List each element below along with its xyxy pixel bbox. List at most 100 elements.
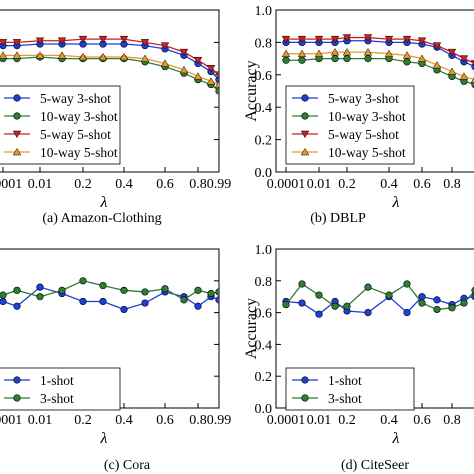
x-tick-label: 0.2 — [74, 413, 92, 428]
data-point — [194, 302, 202, 310]
legend-entry: 5-way 5-shot — [328, 127, 399, 142]
y-tick-label: 0.2 — [255, 370, 273, 385]
data-point — [119, 35, 129, 44]
data-point — [331, 302, 339, 310]
data-point — [140, 54, 150, 62]
data-point — [194, 286, 202, 294]
data-point — [12, 39, 22, 47]
legend-entry: 10-way 5-shot — [328, 145, 406, 160]
data-point — [206, 65, 216, 73]
legend-entry: 1-shot — [40, 373, 74, 388]
x-axis-label: λ — [392, 430, 400, 447]
x-tick-label: 0.8 — [189, 413, 207, 428]
data-point — [330, 48, 340, 56]
data-point — [471, 293, 474, 301]
data-point — [364, 309, 372, 317]
y-tick-label: 0.6 — [255, 307, 273, 322]
panel-caption: (b) DBLP — [310, 211, 366, 226]
series-line-2 — [285, 283, 474, 311]
data-point — [13, 286, 21, 294]
legend-marker — [300, 147, 310, 156]
data-point — [58, 286, 66, 294]
data-point — [364, 54, 372, 63]
data-point — [179, 48, 189, 57]
legend-marker — [301, 394, 309, 402]
data-point — [215, 87, 219, 95]
data-point — [57, 51, 67, 59]
x-tick-label: 0.6 — [413, 177, 431, 192]
legend-marker — [13, 394, 21, 402]
y-tick-label: 1.0 — [255, 243, 273, 258]
data-point — [364, 283, 372, 291]
legend-marker — [300, 130, 310, 139]
data-point — [403, 58, 411, 66]
data-point — [385, 291, 393, 299]
data-point — [98, 52, 108, 61]
x-tick-label: 0.2 — [338, 413, 356, 428]
legend-marker — [12, 130, 22, 139]
data-point — [471, 63, 474, 71]
panel-caption: (c) Cora — [104, 458, 151, 473]
data-point — [141, 299, 149, 307]
data-point — [79, 297, 87, 306]
data-point — [282, 56, 290, 64]
chart-panel-1: 0.0001 0.01 0.2 0.4 0.6 0.80.99 λ 5-way 3-shot 1… — [0, 9, 231, 226]
data-point — [281, 49, 291, 57]
x-tick-label: 0.4 — [380, 177, 398, 192]
data-point — [141, 288, 149, 296]
data-point — [471, 81, 474, 88]
data-point — [119, 52, 129, 61]
data-point — [180, 296, 188, 304]
x-tick-label: 0.8 — [443, 413, 461, 428]
data-point — [363, 48, 373, 56]
y-tick-label: 0.8 — [255, 36, 273, 51]
y-tick-label: 0.6 — [255, 69, 273, 84]
data-point — [470, 77, 474, 83]
data-point — [160, 42, 170, 50]
data-point — [12, 51, 22, 59]
legend-entry: 10-way 3-shot — [328, 109, 406, 124]
data-point — [459, 72, 469, 80]
data-point — [36, 293, 44, 301]
legend-entry: 5-way 3-shot — [328, 91, 399, 106]
data-point — [314, 35, 324, 44]
chart-panel-3: 0.0001 0.01 0.2 0.4 0.6 0.80.99 λ 1-shot 3-shot (… — [0, 248, 231, 473]
x-tick-label: 0.01 — [28, 413, 53, 428]
data-point — [36, 283, 44, 291]
data-point — [57, 37, 67, 45]
data-point — [384, 49, 394, 57]
data-point — [470, 60, 474, 66]
data-point — [448, 304, 456, 312]
legend-entry: 1-shot — [328, 373, 362, 388]
data-point — [298, 56, 306, 64]
legend-entry: 5-way 3-shot — [40, 91, 111, 106]
x-tick-label: 0.6 — [156, 177, 174, 192]
data-point — [179, 65, 189, 74]
x-tick-label: 0.0001 — [267, 413, 306, 428]
data-point — [140, 39, 150, 47]
legend-marker — [12, 147, 22, 156]
legend-marker — [301, 94, 309, 102]
x-tick-label: 0.4 — [380, 413, 398, 428]
legend-marker — [13, 376, 21, 384]
data-point — [403, 280, 411, 288]
data-point — [330, 35, 340, 44]
data-point — [193, 56, 203, 65]
data-point — [215, 288, 219, 296]
data-point — [120, 305, 128, 314]
data-point — [98, 35, 108, 44]
series-group — [0, 277, 219, 314]
plot-frame — [275, 9, 474, 173]
data-point — [282, 301, 290, 309]
x-tick-label: 0.4 — [115, 177, 133, 192]
x-tick-label: 0.01 — [28, 177, 53, 192]
data-point — [0, 291, 7, 299]
x-tick-label: 0.0001 — [267, 177, 306, 192]
data-point — [160, 59, 170, 67]
data-point — [35, 51, 45, 59]
data-point — [447, 67, 457, 75]
data-point — [402, 51, 412, 59]
data-point — [0, 51, 8, 59]
data-point — [418, 299, 426, 307]
data-point — [432, 42, 442, 50]
